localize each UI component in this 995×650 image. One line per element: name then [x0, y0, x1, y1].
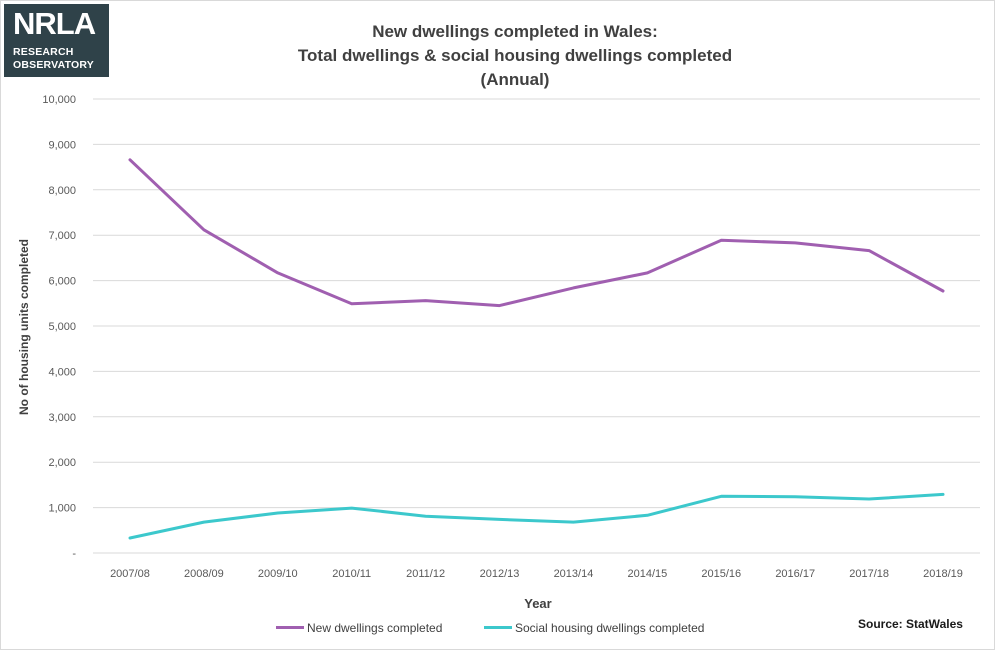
x-tick-label: 2016/17	[775, 568, 815, 580]
logo-line-research: RESEARCH	[13, 46, 74, 58]
title-line-3: (Annual)	[480, 70, 550, 89]
y-tick-label: 6,000	[48, 276, 76, 288]
x-tick-label: 2008/09	[184, 568, 224, 580]
source-note: Source: StatWales	[858, 617, 963, 631]
logo-line-observatory: OBSERVATORY	[13, 59, 94, 71]
title-line-1: New dwellings completed in Wales:	[372, 22, 658, 41]
x-tick-label: 2007/08	[110, 568, 150, 580]
logo-mark: NRLA	[13, 6, 96, 41]
y-axis-label: No of housing units completed	[17, 239, 31, 415]
x-tick-label: 2013/14	[554, 568, 594, 580]
y-tick-label: 3,000	[48, 412, 76, 424]
y-tick-label: 10,000	[42, 94, 76, 106]
y-tick-label: 8,000	[48, 185, 76, 197]
y-tick-label: 7,000	[48, 230, 76, 242]
legend-label-social-housing: Social housing dwellings completed	[515, 621, 705, 635]
title-line-2: Total dwellings & social housing dwellin…	[297, 46, 733, 65]
x-tick-label: 2010/11	[332, 568, 371, 580]
gridlines	[93, 98, 980, 554]
y-axis-ticks: - 1,000 2,000 3,000 4,000 5,000 6,000 7,000 8,00…	[42, 94, 76, 560]
y-tick-label: 2,000	[48, 457, 76, 469]
logo-subtitle: RESEARCH OBSERVATORY	[13, 46, 94, 72]
y-tick-label: 1,000	[48, 503, 76, 515]
x-tick-label: 2009/10	[258, 568, 298, 580]
x-tick-label: 2017/18	[849, 568, 889, 580]
legend-label-new-dwellings: New dwellings completed	[307, 621, 443, 635]
series-lines	[128, 158, 945, 540]
x-axis-ticks: 2007/08 2008/09 2009/10 2010/11 2011/12 2012/…	[110, 568, 963, 580]
x-tick-label: 2014/15	[627, 568, 667, 580]
y-tick-label: 5,000	[48, 321, 76, 333]
y-tick-label: 9,000	[48, 139, 76, 151]
x-axis-label: Year	[524, 596, 551, 611]
legend-item-new-dwellings: New dwellings completed	[276, 621, 442, 635]
y-tick-label: -	[72, 548, 76, 560]
series-line-new-dwellings	[128, 158, 945, 308]
legend-item-social-housing: Social housing dwellings completed	[484, 621, 704, 635]
x-tick-label: 2015/16	[701, 568, 741, 580]
series-line-social-housing	[128, 492, 945, 540]
y-tick-label: 4,000	[48, 366, 76, 378]
x-tick-label: 2012/13	[480, 568, 520, 580]
x-tick-label: 2018/19	[923, 568, 963, 580]
x-tick-label: 2011/12	[406, 568, 445, 580]
nrla-logo: NRLA RESEARCH OBSERVATORY	[4, 4, 109, 77]
chart-title: New dwellings completed in Wales: Total …	[200, 20, 830, 92]
legend-swatch-new-dwellings	[276, 626, 304, 630]
legend-swatch-social-housing	[484, 626, 512, 630]
